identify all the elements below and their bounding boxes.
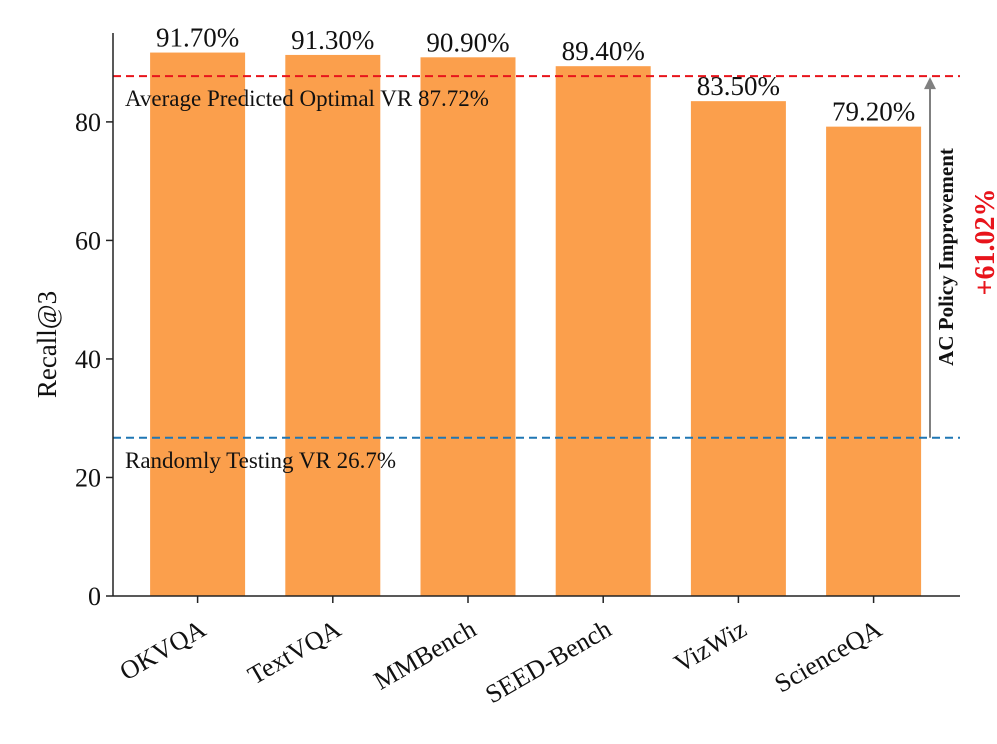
x-ticks-group: OKVQA TextVQA MMBench SEED-Bench VizWiz Scien… — [115, 596, 887, 709]
reference-lines-group: Average Predicted Optimal VR 87.72% Rando… — [113, 75, 960, 473]
value-label: 90.90% — [426, 27, 509, 57]
bar-textvqa — [285, 54, 381, 596]
improvement-annotation: AC Policy Improvement +61.02% — [924, 77, 997, 438]
x-tick-label: VizWiz — [669, 614, 751, 678]
annotation-value: +61.02% — [970, 188, 997, 295]
reference-line-label: Randomly Testing VR 26.7% — [125, 448, 396, 473]
x-tick-label: MMBench — [369, 614, 481, 695]
reference-line-label: Average Predicted Optimal VR 87.72% — [125, 86, 489, 111]
value-label: 91.70% — [156, 23, 239, 53]
bar-mmbench — [420, 57, 516, 596]
value-labels-group: 91.70% 91.30% 90.90% 89.40%83.50%79.20% — [156, 23, 915, 127]
y-tick-label: 80 — [75, 108, 101, 137]
x-tick-label: SEED-Bench — [480, 614, 616, 709]
value-label: 79.20% — [832, 97, 915, 127]
x-tick-label: TextVQA — [243, 614, 346, 690]
y-tick-label: 60 — [75, 226, 101, 255]
bar-okvqa — [150, 52, 246, 597]
bar-seed-bench — [555, 66, 651, 596]
improvement-arrow-head — [924, 77, 936, 90]
y-ticks-group: 0 20 40 60 80 — [75, 108, 113, 611]
bar-vizwiz — [690, 101, 786, 596]
x-tick-label: OKVQA — [115, 614, 211, 686]
y-tick-label: 0 — [88, 582, 101, 611]
axes-group — [112, 33, 960, 597]
y-tick-label: 40 — [75, 345, 101, 374]
value-label: 91.30% — [291, 25, 374, 55]
y-axis-label: Recall@3 — [32, 291, 62, 398]
value-label: 89.40% — [562, 36, 645, 66]
bars-group — [150, 52, 922, 597]
y-tick-label: 20 — [75, 463, 101, 492]
bar-scienceqa — [826, 126, 922, 596]
annotation-label: AC Policy Improvement — [934, 148, 958, 366]
x-tick-label: ScienceQA — [770, 614, 887, 698]
